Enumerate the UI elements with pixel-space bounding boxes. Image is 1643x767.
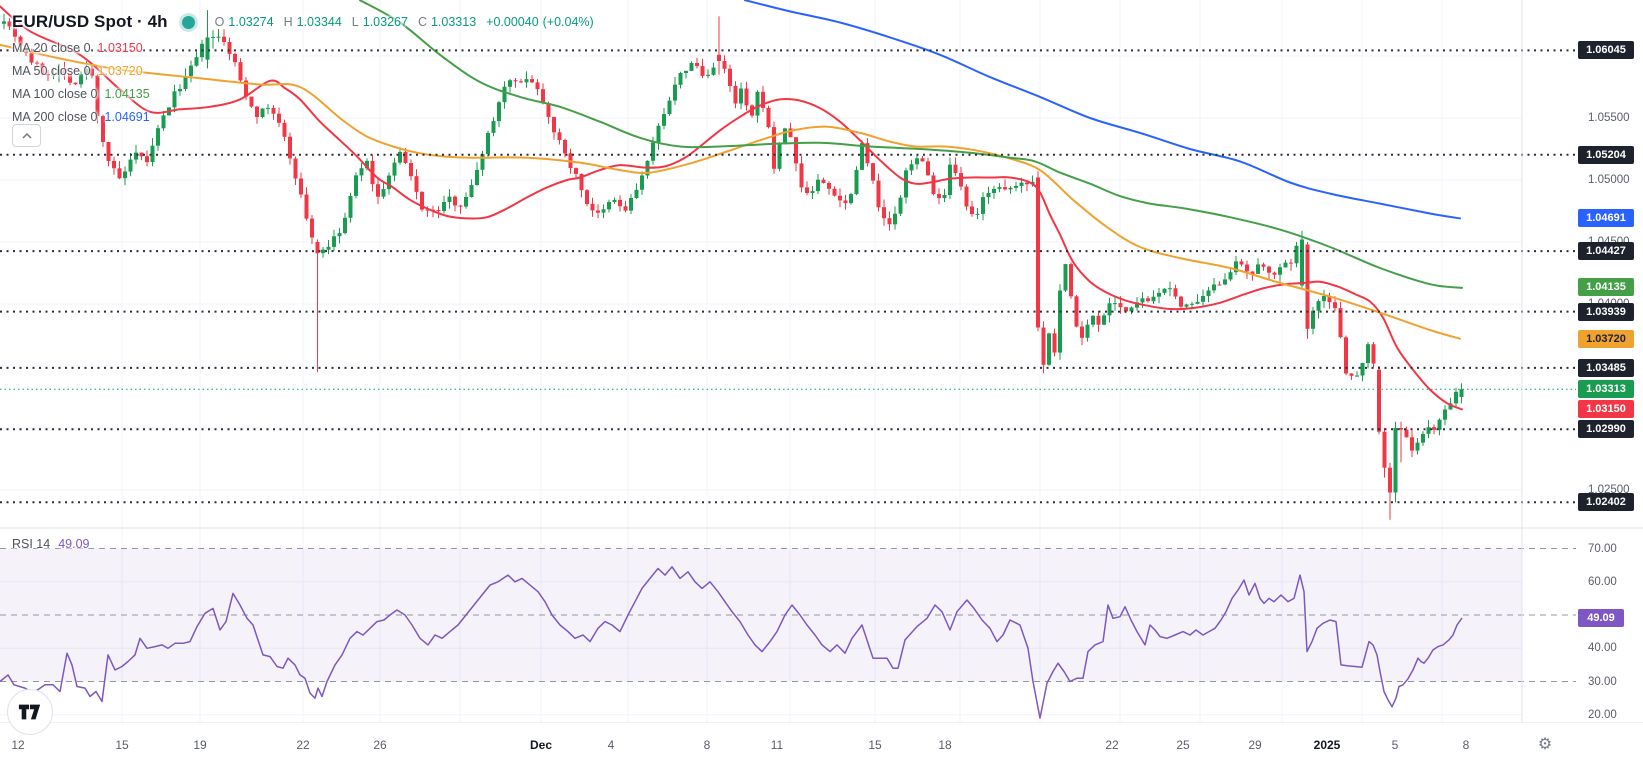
time-axis-label: 2025 (1313, 738, 1341, 752)
legend-item-ma20[interactable]: MA 20 close 0 1.03150 (12, 36, 150, 59)
ohlc-open-value: 1.03274 (228, 15, 274, 29)
chevron-up-icon (21, 132, 32, 139)
ma20-value: 1.03150 (97, 40, 143, 55)
time-axis-label: 8 (1462, 738, 1470, 752)
time-axis-label: 22 (296, 738, 310, 752)
time-axis-label: 26 (373, 738, 387, 752)
legend-item-ma50[interactable]: MA 50 close 0 1.03720 (12, 59, 150, 82)
change-value: +0.00040 (486, 15, 539, 29)
rsi-legend[interactable]: RSI 14 49.09 (12, 537, 90, 551)
price-axis-label: 1.05000 (1588, 174, 1630, 186)
price-badge-amber: 1.03720 (1578, 329, 1634, 348)
change-percent: (+0.04%) (542, 15, 594, 29)
time-axis-label: 15 (868, 738, 882, 752)
tradingview-logo[interactable] (7, 689, 53, 735)
rsi-line (0, 566, 1463, 719)
gear-icon[interactable]: ⚙ (1537, 736, 1553, 753)
ohlc-low-label: L (351, 15, 359, 29)
price-axis-label: 1.05500 (1588, 112, 1630, 124)
ma200-value: 1.04691 (104, 109, 150, 124)
time-axis-label: Dec (529, 738, 553, 752)
ma100-label: MA 100 close 0 (12, 86, 98, 101)
rsi-label: RSI 14 (12, 537, 51, 551)
legend-item-ma200[interactable]: MA 200 close 0 1.04691 (12, 105, 150, 128)
ma-line-ma50 (0, 43, 1461, 340)
ohlc-low-value: 1.03267 (362, 15, 408, 29)
ma50-value: 1.03720 (97, 63, 143, 78)
ohlc-high-label: H (283, 15, 293, 29)
price-badge-dark: 1.05204 (1578, 145, 1634, 164)
rsi-value: 49.09 (58, 537, 90, 551)
time-axis-label: 5 (1391, 738, 1399, 752)
ohlc-high-value: 1.03344 (296, 15, 342, 29)
price-badge-green: 1.04135 (1578, 278, 1634, 297)
ma-line-ma100 (359, 0, 1463, 289)
rsi-axis-label: 20.00 (1588, 708, 1617, 721)
ohlc-readout: O 1.03274 H 1.03344 L 1.03267 C 1.03313 +0.0… (209, 15, 594, 29)
price-badge-blue: 1.04691 (1578, 209, 1634, 228)
time-axis[interactable]: 12 15 19 22 26 Dec 4 8 11 15 18 22 25 29 2025 5 8 (0, 723, 1643, 767)
moving-averages (0, 0, 1463, 411)
price-badge-down: 1.03150 (1578, 400, 1634, 419)
time-axis-label: 8 (703, 738, 711, 752)
rsi-value-badge: 49.09 (1578, 609, 1624, 628)
price-badge-dark: 1.06045 (1578, 41, 1634, 60)
tradingview-logo-icon (18, 704, 41, 720)
rsi-axis-label: 70.00 (1588, 542, 1617, 555)
time-axis-label: 11 (770, 738, 784, 752)
time-axis-label: 15 (115, 738, 129, 752)
time-axis-label: 19 (193, 738, 207, 752)
ohlc-close-label: C (417, 15, 427, 29)
symbol-title[interactable]: EUR/USD Spot · 4h (12, 12, 168, 31)
rsi-axis-label: 30.00 (1588, 675, 1617, 688)
time-axis-label: 25 (1176, 738, 1190, 752)
price-badge-dark: 1.03939 (1578, 302, 1634, 321)
legend-item-ma100[interactable]: MA 100 close 0 1.04135 (12, 82, 150, 105)
chart-header: EUR/USD Spot · 4h O 1.03274 H 1.03344 L 1.0… (12, 11, 594, 33)
market-status-dot-icon (181, 15, 195, 29)
price-badge-dark: 1.03485 (1578, 358, 1634, 377)
price-badge-dark: 1.02990 (1578, 420, 1634, 439)
pane-resize-handle[interactable] (0, 528, 1643, 531)
collapse-legend-button[interactable] (12, 124, 41, 147)
rsi-axis-label: 60.00 (1588, 575, 1617, 588)
ohlc-close-value: 1.03313 (430, 15, 477, 29)
candles (2, 10, 1464, 520)
indicator-legend: MA 20 close 0 1.03150 MA 50 close 0 1.03… (12, 36, 150, 128)
time-axis-label: 12 (11, 738, 25, 752)
gridlines (0, 0, 1522, 723)
ma100-value: 1.04135 (104, 86, 150, 101)
ohlc-open-label: O (214, 15, 225, 29)
time-axis-label: 29 (1248, 738, 1262, 752)
ma50-label: MA 50 close 0 (12, 63, 91, 78)
ma-line-ma20 (0, 5, 1463, 411)
price-axis-label: 1.02500 (1588, 484, 1630, 496)
time-axis-label: 22 (1105, 738, 1119, 752)
price-badge-dark: 1.02402 (1578, 493, 1634, 512)
ma20-label: MA 20 close 0 (12, 40, 91, 55)
time-axis-label: 18 (938, 738, 952, 752)
price-badge-dark: 1.04427 (1578, 242, 1634, 261)
time-axis-label: 4 (607, 738, 615, 752)
ma200-label: MA 200 close 0 (12, 109, 98, 124)
price-badge-up: 1.03313 (1578, 380, 1634, 399)
rsi-axis-label: 40.00 (1588, 642, 1617, 655)
ma-line-ma200 (744, 0, 1461, 220)
